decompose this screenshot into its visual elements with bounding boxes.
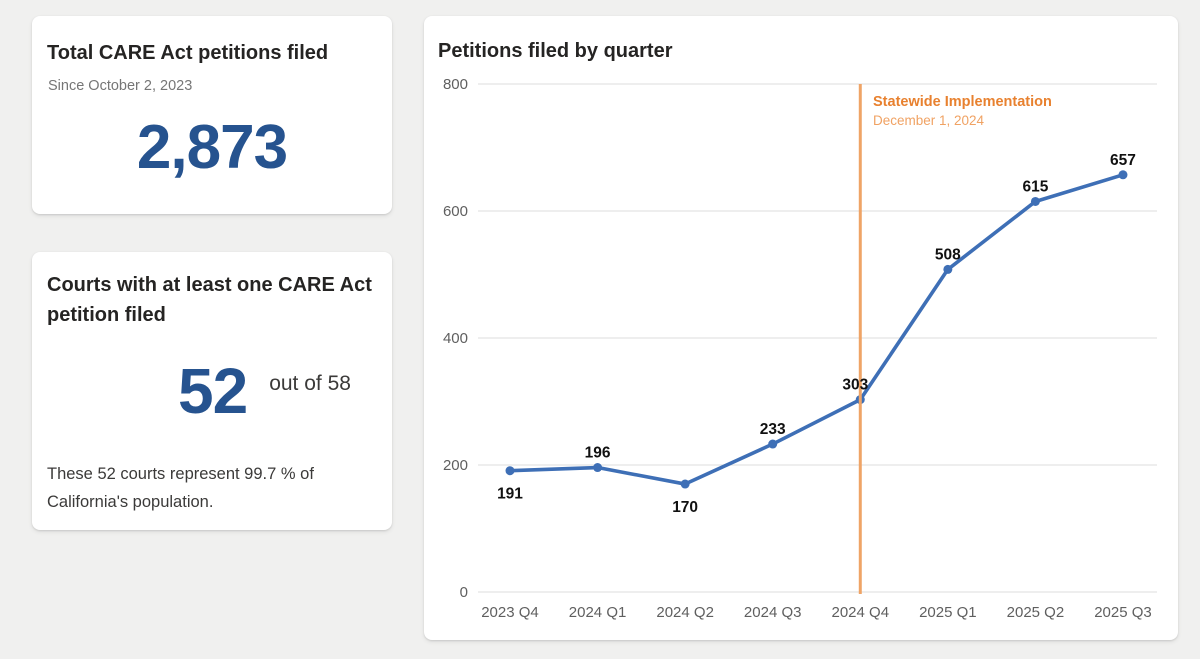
data-point[interactable] (505, 466, 515, 476)
x-axis-tick-label: 2023 Q4 (481, 604, 539, 621)
total-petitions-title: Total CARE Act petitions filed (47, 42, 329, 64)
data-label: 170 (672, 499, 698, 516)
data-label: 233 (760, 421, 786, 438)
card-total-petitions: Total CARE Act petitions filed Since Oct… (32, 16, 392, 214)
x-axis-tick-label: 2024 Q4 (832, 604, 890, 621)
y-axis-tick-label: 200 (443, 457, 468, 474)
data-point[interactable] (593, 463, 603, 473)
x-axis-tick-label: 2025 Q3 (1094, 604, 1152, 621)
line-chart: 0 200 400 600 800 2023 Q4 2024 Q1 2024 Q2 2024 Q… (443, 76, 1157, 621)
data-point[interactable] (1118, 170, 1128, 180)
data-label: 303 (842, 377, 868, 394)
y-axis-tick-label: 0 (460, 584, 468, 601)
y-axis-tick-label: 400 (443, 330, 468, 347)
y-axis-tick-label: 800 (443, 76, 468, 93)
x-axis-tick-label: 2025 Q2 (1007, 604, 1065, 621)
chart-title: Petitions filed by quarter (438, 40, 673, 62)
card-courts-with-petitions: Courts with at least one CARE Act petiti… (32, 252, 392, 530)
courts-population-note: These 52 courts represent 99.7 % of Cali… (47, 465, 314, 511)
annotation-date: December 1, 2024 (873, 113, 985, 128)
series-line (508, 173, 1125, 486)
data-label: 196 (585, 445, 611, 462)
total-petitions-subtitle: Since October 2, 2023 (48, 78, 193, 94)
x-axis-tick-label: 2024 Q2 (656, 604, 714, 621)
courts-value: 52 (178, 355, 248, 427)
x-axis-tick-label: 2025 Q1 (919, 604, 977, 621)
y-axis-tick-label: 600 (443, 203, 468, 220)
annotation-statewide-implementation: Statewide Implementation December 1, 202… (873, 94, 1052, 128)
annotation-title: Statewide Implementation (873, 94, 1052, 110)
data-label: 657 (1110, 152, 1136, 169)
x-axis-tick-label: 2024 Q1 (569, 604, 627, 621)
courts-total-suffix: out of 58 (269, 372, 351, 395)
data-point[interactable] (1030, 196, 1040, 206)
data-point[interactable] (768, 439, 778, 449)
data-point[interactable] (680, 479, 690, 489)
data-label: 615 (1022, 178, 1048, 195)
data-label: 508 (935, 246, 961, 263)
data-label: 191 (497, 486, 523, 503)
total-petitions-value: 2,873 (136, 113, 288, 182)
data-point[interactable] (943, 264, 953, 274)
x-axis-tick-label: 2024 Q3 (744, 604, 802, 621)
courts-title: Courts with at least one CARE Act petiti… (47, 274, 372, 326)
courts-kpi-group: 52 out of 58 (178, 355, 351, 427)
card-petitions-by-quarter-chart: Petitions filed by quarter 0 200 400 600 800… (424, 16, 1178, 640)
